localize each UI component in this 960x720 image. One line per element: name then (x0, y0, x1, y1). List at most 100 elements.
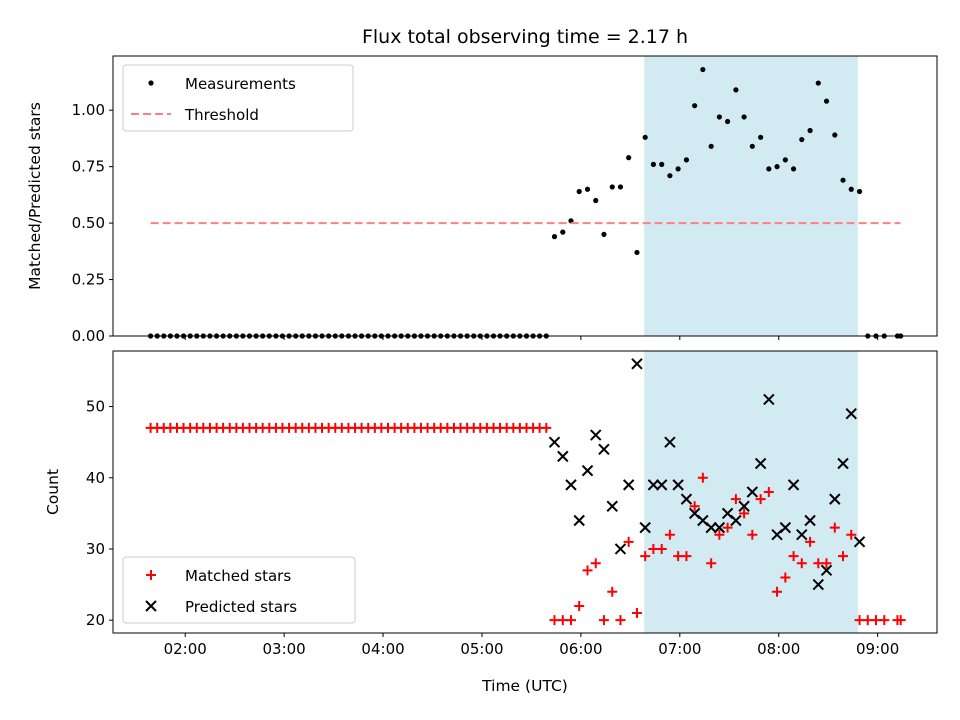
measurement-point (758, 134, 764, 140)
measurement-point (617, 184, 624, 190)
predicted-stars-point (746, 486, 759, 498)
matched-stars-point (697, 472, 708, 483)
matched-stars-point (615, 615, 626, 626)
matched-stars-point (574, 600, 585, 611)
bottom-x-tick-label: 07:00 (658, 640, 701, 658)
measurement-point (799, 136, 805, 143)
matched-stars-point (747, 529, 758, 540)
predicted-stars-point (573, 514, 585, 527)
bottom-x-tick-label: 06:00 (559, 640, 602, 658)
top-y-axis-label: Matched/Predicted stars (26, 102, 44, 290)
legend-matched-stars-label: Matched stars (185, 567, 291, 585)
predicted-stars-point (548, 436, 561, 448)
predicted-stars-point (713, 521, 726, 534)
top-y-tick-label: 0.75 (72, 158, 105, 176)
bottom-x-tick-label: 02:00 (164, 640, 207, 658)
measurement-point (823, 98, 830, 104)
predicted-stars-point (754, 457, 767, 470)
predicted-stars-point (631, 358, 643, 370)
bottom-y-axis-label: Count (44, 469, 62, 515)
bottom-y-tick-label: 30 (86, 540, 105, 558)
top-legend-box (122, 64, 354, 132)
measurement-point (560, 229, 566, 235)
measurement-point (807, 127, 813, 134)
measurement-point (774, 164, 780, 170)
bottom-x-tick-label: 08:00 (757, 640, 800, 658)
legend-threshold-label: Threshold (184, 106, 259, 124)
measurement-point (700, 66, 706, 73)
matched-stars-point (706, 558, 717, 569)
measurement-point (766, 166, 772, 172)
measurement-point (840, 177, 846, 183)
bottom-legend: Matched stars Predicted stars (122, 556, 356, 624)
bottom-legend-box (122, 556, 356, 624)
legend-measurements-label: Measurements (185, 75, 296, 93)
measurement-point (675, 166, 681, 172)
predicted-stars-point (845, 407, 857, 420)
matched-stars-point (805, 536, 816, 547)
predicted-stars-point (614, 543, 627, 555)
measurement-point (601, 231, 607, 237)
measurement-point (724, 118, 731, 125)
predicted-stars-point (705, 521, 717, 534)
predicted-stars-point (581, 464, 594, 477)
matched-stars-point (730, 494, 741, 505)
matched-stars-point (763, 487, 774, 497)
matched-stars-point (623, 536, 634, 547)
measurement-point (551, 234, 558, 240)
matched-stars-point (607, 586, 618, 597)
predicted-stars-point (779, 521, 792, 534)
matched-stars-point (788, 551, 799, 562)
predicted-stars-point (853, 536, 866, 548)
measurement-point (782, 157, 788, 163)
matched-stars-point (796, 558, 807, 569)
measurement-point (593, 197, 599, 204)
matched-stars-point (772, 586, 783, 597)
measurement-point (741, 114, 747, 120)
measurement-point (634, 249, 640, 256)
measurement-point (659, 161, 665, 167)
measurement-point (667, 173, 673, 179)
predicted-stars-point (820, 564, 833, 577)
matched-stars-point (681, 551, 692, 562)
top-y-tick-label: 0.50 (72, 214, 105, 232)
predicted-stars-point (738, 500, 750, 512)
matched-stars-point (739, 508, 750, 519)
measurement-point (626, 155, 632, 161)
measurement-point (576, 188, 582, 195)
predicted-stars-point (647, 479, 660, 491)
measurement-point (832, 132, 838, 138)
matched-stars-point (640, 551, 651, 562)
predicted-stars-point (812, 578, 825, 591)
bottom-x-tick-label: 04:00 (361, 640, 404, 658)
matched-stars-point (780, 572, 791, 583)
matched-stars-point (722, 522, 733, 533)
predicted-stars-point (804, 514, 816, 527)
legend-matched-stars-marker (146, 570, 156, 580)
measurement-point (790, 166, 797, 172)
matched-stars-point (541, 422, 552, 433)
measurement-point (692, 103, 698, 109)
predicted-stars-point (664, 436, 676, 448)
top-legend: Measurements Threshold (122, 64, 354, 132)
predicted-stars-point (787, 479, 800, 491)
matched-stars-point (664, 529, 675, 540)
predicted-stars-point (622, 479, 635, 491)
predicted-stars-point (655, 479, 668, 491)
measurement-point (642, 134, 648, 140)
bottom-y-tick-label: 50 (86, 398, 105, 416)
top-y-tick-label: 0.25 (72, 271, 105, 289)
bottom-y-tick-label: 40 (86, 469, 105, 487)
measurement-point (683, 157, 690, 163)
matched-stars-point (598, 615, 609, 626)
predicted-stars-point (639, 521, 651, 534)
predicted-stars-point (680, 493, 693, 505)
matched-stars-point (714, 529, 725, 540)
bottom-x-tick-label: 03:00 (263, 640, 306, 658)
bottom-x-axis-label: Time (UTC) (481, 677, 568, 695)
legend-predicted-stars-marker (145, 600, 157, 612)
bottom-x-tick-label: 05:00 (460, 640, 503, 658)
bottom-panel: 20 30 40 50 02:00 03:00 04:00 05:00 06:00 07:00 08… (44, 350, 938, 695)
measurement-point (609, 184, 615, 190)
